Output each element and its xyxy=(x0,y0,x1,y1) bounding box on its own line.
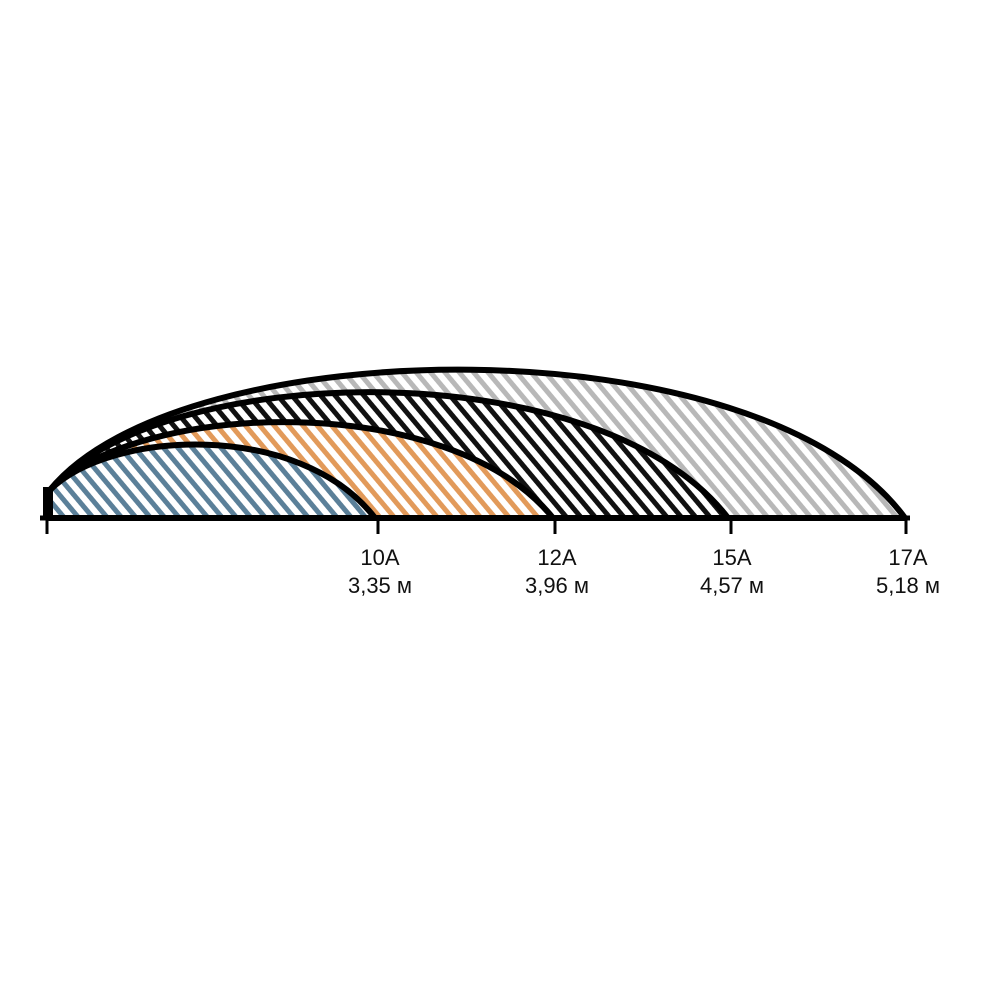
label-distance-17a: 5,18 м xyxy=(876,573,940,598)
label-distance-12a: 3,96 м xyxy=(525,573,589,598)
label-distance-10a: 3,35 м xyxy=(348,573,412,598)
sprinkler-post xyxy=(43,487,49,520)
label-nozzle-15a: 15A xyxy=(712,545,751,570)
label-distance-15a: 4,57 м xyxy=(700,573,764,598)
label-nozzle-17a: 17A xyxy=(888,545,927,570)
label-nozzle-10a: 10A xyxy=(360,545,399,570)
label-nozzle-12a: 12A xyxy=(537,545,576,570)
arc-10a xyxy=(47,441,378,521)
